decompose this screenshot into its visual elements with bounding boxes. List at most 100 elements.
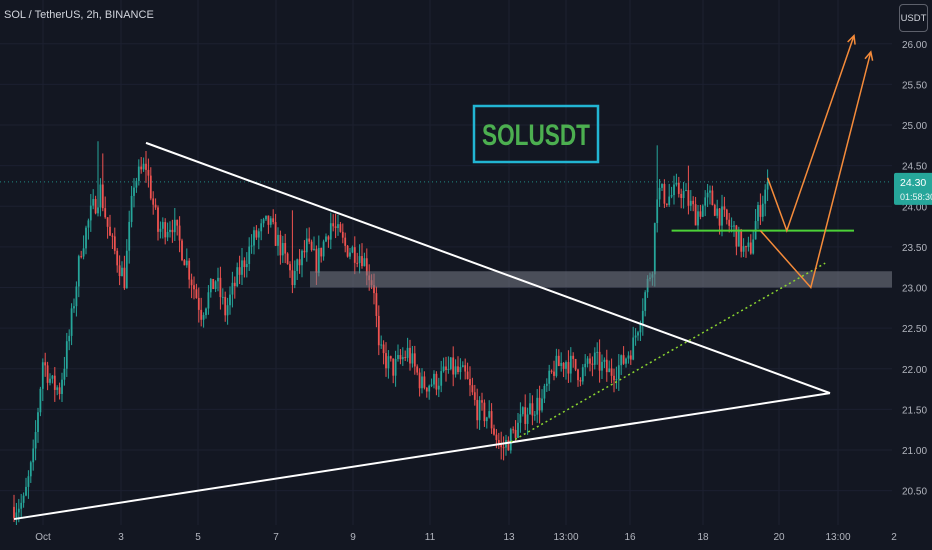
candle-body (325, 236, 327, 242)
currency-button[interactable]: USDT (899, 4, 928, 32)
candle-body (622, 355, 625, 364)
candle-body (394, 358, 397, 376)
candle-body (548, 370, 551, 384)
candle-body (500, 443, 503, 448)
time-tick-label: 13:00 (553, 532, 578, 543)
candle-body (507, 440, 510, 451)
candle-body (509, 429, 512, 451)
candle-body (118, 265, 121, 277)
candle-body (397, 355, 399, 359)
price-tick-label: 20.50 (902, 487, 927, 498)
candle-body (301, 250, 303, 266)
candle-body (142, 163, 145, 170)
candle-body (159, 228, 162, 232)
candle-body (113, 236, 116, 251)
candle-body (709, 190, 711, 193)
candle-body (581, 367, 584, 382)
candle-body (121, 267, 123, 277)
candle-body (639, 324, 642, 333)
candle-body (766, 181, 769, 190)
candle-body (625, 358, 627, 364)
symbol-header: SOL / TetherUS, 2h, BINANCE (4, 9, 154, 21)
time-axis-bg (0, 525, 892, 550)
candle-body (665, 203, 668, 205)
candle-body (313, 248, 315, 251)
candle-body (361, 256, 363, 267)
time-tick-label: 2 (891, 532, 897, 543)
candle-body (353, 247, 356, 263)
candle-body (745, 246, 747, 248)
candle-body (663, 184, 666, 204)
candle-body (689, 200, 692, 206)
candle-body (145, 163, 147, 170)
candle-body (161, 222, 164, 229)
candle-body (241, 260, 243, 275)
candle-body (46, 365, 49, 383)
time-tick-label: 13 (503, 532, 515, 543)
candle-body (617, 365, 620, 380)
candle-body (27, 476, 30, 487)
candle-body (265, 215, 267, 220)
candle-body (274, 222, 277, 246)
candle-body (517, 422, 519, 438)
candle-body (190, 279, 193, 286)
candle-body (169, 229, 171, 232)
candle-body (380, 344, 383, 346)
candle-body (260, 223, 263, 232)
candle-body (365, 258, 368, 276)
candle-body (373, 285, 375, 294)
candle-body (219, 277, 222, 298)
candle-body (670, 195, 673, 197)
candle-body (267, 215, 270, 225)
candle-body (433, 373, 435, 385)
candle-body (428, 385, 431, 392)
price-tick-label: 25.50 (902, 80, 927, 91)
candle-body (615, 379, 618, 381)
candle-body (291, 270, 294, 286)
candle-body (25, 486, 27, 496)
candle-body (82, 248, 85, 257)
candle-body (483, 402, 486, 422)
candle-body (375, 293, 378, 316)
candle-body (310, 241, 313, 251)
candle-body (572, 355, 575, 359)
candle-body (497, 439, 500, 444)
candle-body (56, 387, 59, 390)
candle-body (466, 371, 469, 380)
candle-body (514, 429, 517, 438)
price-axis: 20.50 21.00 21.50 22.00 22.50 23.00 23.50 24.00… (892, 0, 932, 550)
candle-body (399, 355, 402, 360)
candle-body (733, 225, 735, 227)
candlestick-series (13, 141, 769, 526)
candle-body (521, 407, 524, 415)
candle-body (53, 375, 56, 390)
candle-body (327, 236, 330, 240)
candle-body (65, 341, 68, 369)
candle-body (99, 184, 102, 208)
candle-body (435, 373, 438, 390)
candle-body (250, 245, 253, 247)
price-axis-bg (892, 0, 932, 550)
candle-body (308, 238, 311, 242)
candle-body (569, 355, 572, 374)
drawings: SOLUSDT (0, 33, 900, 521)
candle-body (377, 315, 380, 346)
time-tick-label: 18 (697, 532, 709, 543)
candle-body (697, 211, 699, 226)
candle-body (668, 196, 671, 205)
price-tick-label: 26.00 (902, 40, 927, 51)
candle-body (39, 388, 42, 413)
candle-body (289, 264, 291, 271)
candle-body (406, 347, 409, 358)
candle-body (320, 247, 323, 257)
candle-body (135, 180, 138, 188)
candle-body (356, 262, 359, 264)
candle-body (109, 226, 111, 236)
candle-body (603, 359, 606, 362)
price-tick-label: 24.00 (902, 202, 927, 213)
candle-body (601, 361, 603, 371)
candle-body (421, 376, 423, 389)
candle-body (183, 260, 186, 266)
candle-body (545, 383, 548, 386)
